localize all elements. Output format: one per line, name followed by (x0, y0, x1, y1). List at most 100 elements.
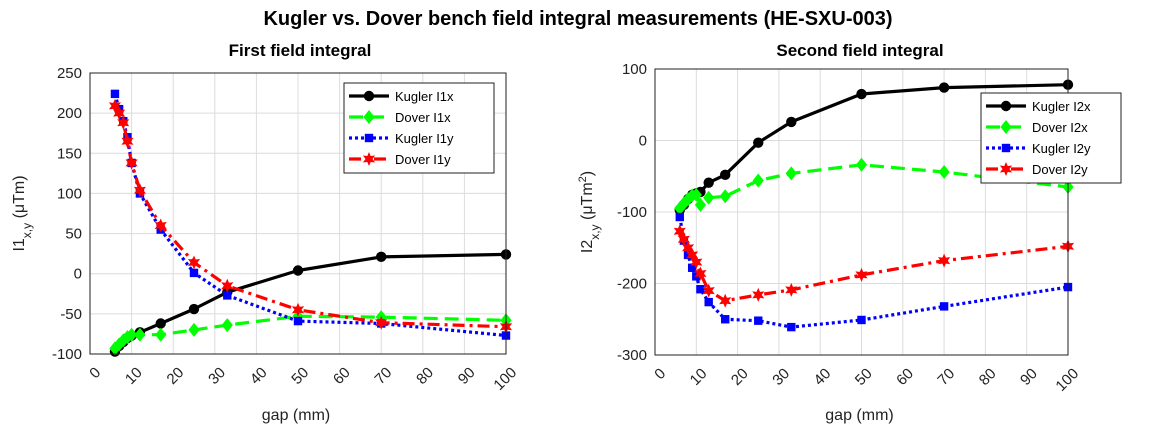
y-label-superscript: 2 (577, 176, 589, 182)
data-point (291, 302, 305, 317)
legend-marker (999, 162, 1013, 176)
y-tick-label: 150 (57, 145, 82, 162)
y-label-tail: ) (579, 171, 596, 176)
legend-entry: Kugler I2x (986, 99, 1091, 114)
plot-title: Second field integral (776, 41, 943, 60)
legend-entry: Kugler I1x (349, 89, 454, 104)
data-point (125, 155, 138, 170)
data-point (121, 134, 134, 149)
legend-marker (362, 152, 376, 166)
legend-marker (1001, 143, 1011, 153)
y-axis-label: I1x,y (μTm) (11, 175, 34, 251)
legend-entry: Dover I1y (349, 152, 451, 167)
legend-entry: Kugler I2y (986, 141, 1091, 156)
x-tick-label: 100 (490, 364, 520, 394)
data-point (155, 318, 166, 329)
data-point (938, 253, 951, 268)
data-point (855, 157, 868, 172)
data-point (678, 196, 690, 211)
legend-label: Kugler I2y (1032, 141, 1091, 156)
y-label-subscript: x,y (20, 223, 34, 238)
y-tick-label: 250 (57, 65, 82, 82)
data-point (690, 255, 703, 270)
data-point (113, 106, 126, 121)
legend: Kugler I1x Dover I1x Kugler I1y Dover I1y (343, 82, 495, 174)
y-tick-label: 100 (57, 185, 82, 202)
data-point (188, 303, 200, 315)
data-point (787, 322, 796, 332)
y-tick-label: -300 (617, 347, 647, 364)
axes-box (89, 72, 507, 355)
data-point (683, 250, 693, 260)
x-axis-label: gap (mm) (262, 407, 330, 424)
x-tick-label: 0 (651, 365, 669, 383)
data-point (785, 282, 798, 297)
legend-marker (1000, 100, 1012, 112)
data-point (677, 232, 690, 247)
data-point (223, 291, 232, 300)
x-tick-label: 80 (413, 364, 437, 388)
legend-marker (363, 90, 375, 102)
data-point (188, 322, 200, 337)
data-point (687, 263, 697, 272)
data-point (189, 268, 199, 278)
data-point (376, 251, 387, 263)
legend-label: Dover I2x (1032, 120, 1088, 135)
series-dover-i1y (108, 98, 513, 334)
x-tick-label: 80 (976, 365, 1000, 389)
data-point (694, 266, 707, 281)
data-point (292, 265, 304, 276)
data-point (785, 166, 797, 181)
x-tick-label: 20 (164, 364, 188, 388)
x-tick-label: 90 (1017, 365, 1041, 389)
data-point (703, 190, 715, 205)
legend-label: Dover I2y (1032, 162, 1088, 177)
x-tick-label: 10 (122, 364, 146, 388)
data-point (753, 137, 764, 148)
legend-label: Kugler I1x (395, 89, 454, 104)
data-point (673, 224, 686, 239)
x-tick-label: 0 (86, 364, 104, 382)
x-tick-label: 100 (1052, 365, 1082, 395)
legend-entry: Kugler I1y (349, 131, 454, 146)
x-tick-label: 50 (852, 365, 876, 389)
data-point (675, 212, 684, 222)
y-label-base: I1 (11, 238, 28, 251)
data-point (939, 302, 949, 311)
x-tick-label: 60 (330, 364, 354, 388)
data-point (293, 316, 303, 326)
data-point (855, 267, 868, 282)
data-point (110, 89, 120, 99)
y-tick-label: -100 (617, 204, 647, 221)
data-point (126, 327, 138, 342)
plot-1: 0 10 20 30 40 50 60 70 80 90 100 -100 -50 0 50 100 150 20… (11, 41, 520, 424)
data-point (719, 293, 732, 308)
data-point (375, 315, 388, 330)
y-tick-labels: -300 -200 -100 0 100 (617, 61, 647, 364)
data-point (719, 189, 731, 204)
x-tick-label: 70 (372, 364, 396, 388)
y-tick-labels: -100 -50 0 50 100 150 200 250 (52, 65, 82, 363)
data-point (682, 240, 695, 255)
legend-label: Dover I1x (395, 110, 451, 125)
data-point (134, 327, 146, 342)
plot-2: 0 10 20 30 40 50 60 70 80 90 100 -300 -200 -100 0 100 Se… (577, 41, 1122, 424)
legend-entry: Dover I2y (986, 162, 1088, 177)
axes-box (654, 68, 1069, 356)
y-tick-label: -50 (60, 306, 82, 323)
x-tick-label: 60 (893, 365, 917, 389)
x-tick-label: 30 (769, 365, 793, 389)
data-point (786, 116, 797, 128)
data-point (694, 197, 707, 212)
y-label-unit: (μTm (579, 182, 596, 224)
data-point (187, 255, 201, 270)
x-tick-label: 30 (205, 364, 229, 388)
x-tick-labels: 0 10 20 30 40 50 60 70 80 90 100 (651, 365, 1082, 395)
data-point (133, 183, 146, 198)
legend-entry: Dover I2x (986, 120, 1088, 135)
legend-marker (363, 110, 375, 124)
x-tick-label: 20 (728, 365, 752, 389)
data-point (696, 285, 705, 294)
x-tick-label: 40 (247, 364, 271, 388)
